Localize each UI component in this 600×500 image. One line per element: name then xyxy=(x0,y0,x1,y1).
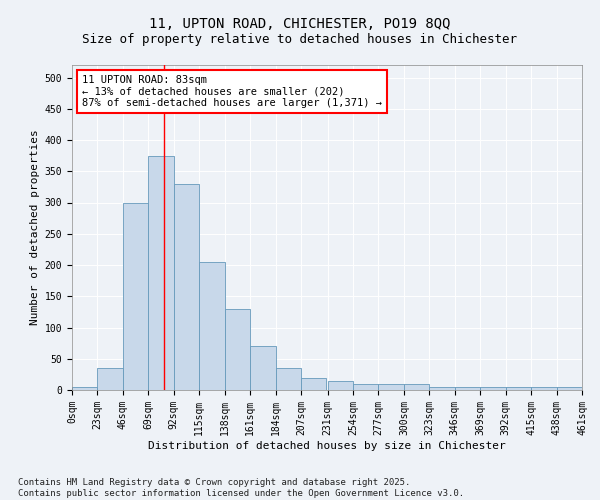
X-axis label: Distribution of detached houses by size in Chichester: Distribution of detached houses by size … xyxy=(148,440,506,450)
Bar xyxy=(174,184,199,390)
Bar xyxy=(480,387,506,390)
Bar xyxy=(97,368,123,390)
Bar xyxy=(531,387,557,390)
Y-axis label: Number of detached properties: Number of detached properties xyxy=(31,130,40,326)
Bar xyxy=(557,387,582,390)
Bar xyxy=(404,384,430,390)
Text: Contains HM Land Registry data © Crown copyright and database right 2025.
Contai: Contains HM Land Registry data © Crown c… xyxy=(18,478,464,498)
Bar xyxy=(224,308,250,390)
Bar xyxy=(123,202,148,390)
Bar xyxy=(455,387,480,390)
Bar xyxy=(328,380,353,390)
Bar xyxy=(353,384,379,390)
Bar xyxy=(250,346,275,390)
Text: 11 UPTON ROAD: 83sqm
← 13% of detached houses are smaller (202)
87% of semi-deta: 11 UPTON ROAD: 83sqm ← 13% of detached h… xyxy=(82,74,382,108)
Text: 11, UPTON ROAD, CHICHESTER, PO19 8QQ: 11, UPTON ROAD, CHICHESTER, PO19 8QQ xyxy=(149,18,451,32)
Text: Size of property relative to detached houses in Chichester: Size of property relative to detached ho… xyxy=(83,32,517,46)
Bar xyxy=(148,156,174,390)
Bar xyxy=(72,387,97,390)
Bar xyxy=(199,262,224,390)
Bar xyxy=(379,384,404,390)
Bar xyxy=(301,378,326,390)
Bar xyxy=(506,387,531,390)
Bar xyxy=(430,387,455,390)
Bar xyxy=(275,368,301,390)
